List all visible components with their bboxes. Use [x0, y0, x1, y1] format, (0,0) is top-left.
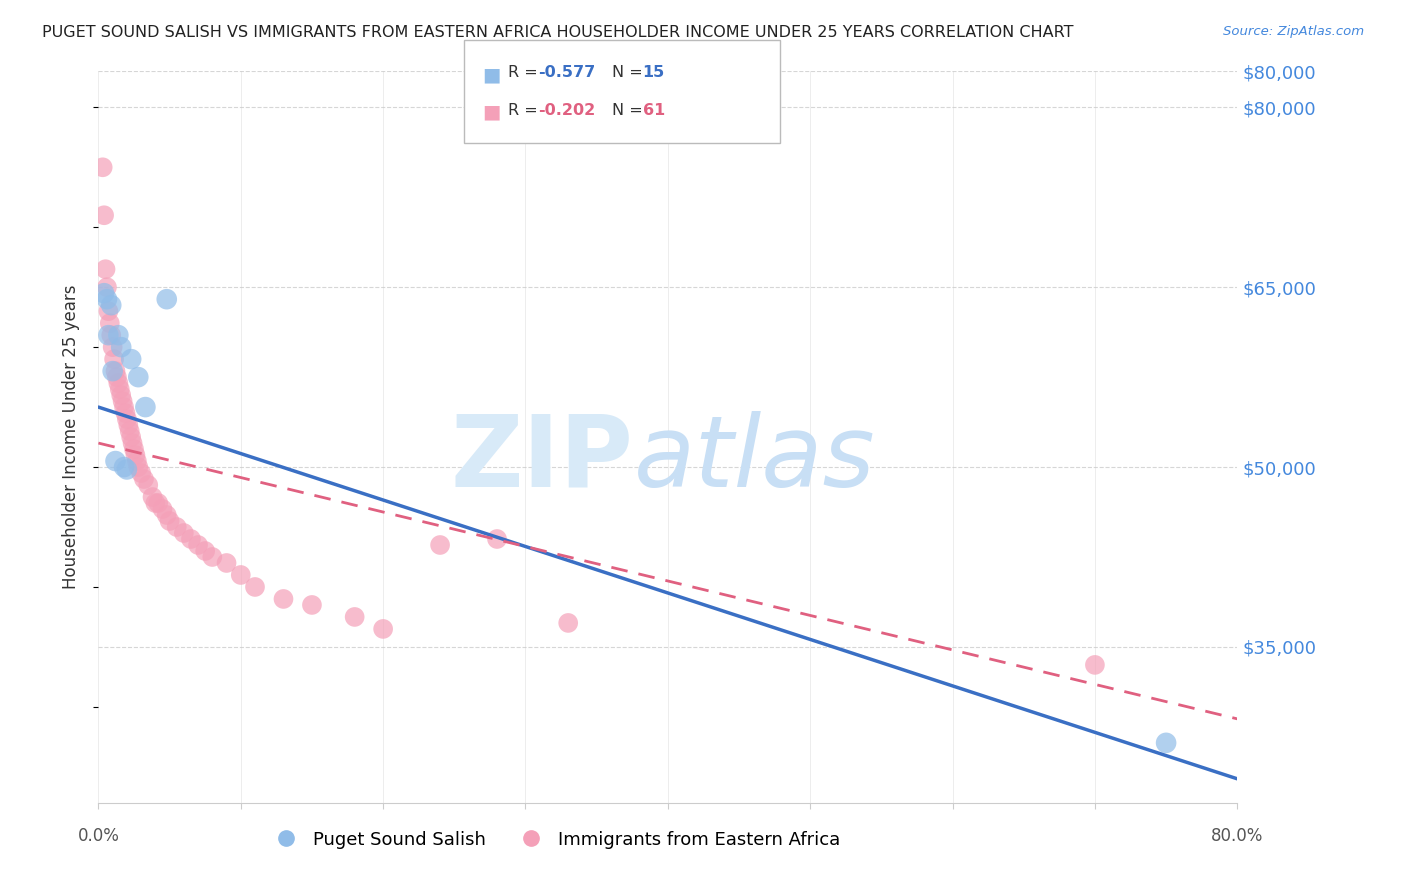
Text: -0.202: -0.202: [538, 103, 596, 118]
Point: [136, 478, 159, 492]
Point: [152, 502, 174, 516]
Point: [486, 532, 509, 546]
Point: [97, 328, 120, 343]
Text: R =: R =: [508, 103, 543, 118]
Text: 15: 15: [643, 65, 665, 80]
Point: [98, 316, 121, 330]
Text: PUGET SOUND SALISH VS IMMIGRANTS FROM EASTERN AFRICA HOUSEHOLDER INCOME UNDER 25: PUGET SOUND SALISH VS IMMIGRANTS FROM EA…: [42, 25, 1074, 40]
Point: [101, 340, 124, 354]
Point: [120, 352, 142, 367]
Point: [127, 370, 149, 384]
Point: [117, 418, 139, 433]
Text: 0.0%: 0.0%: [77, 827, 120, 845]
Point: [107, 376, 129, 391]
Text: N =: N =: [612, 65, 648, 80]
Point: [273, 591, 295, 606]
Point: [104, 364, 127, 378]
Point: [343, 610, 366, 624]
Point: [125, 454, 148, 468]
Point: [557, 615, 579, 630]
Point: [111, 394, 134, 409]
Point: [93, 208, 115, 222]
Text: Source: ZipAtlas.com: Source: ZipAtlas.com: [1223, 25, 1364, 38]
Text: 80.0%: 80.0%: [1211, 827, 1264, 845]
Point: [114, 406, 136, 420]
Point: [156, 292, 179, 306]
Point: [108, 382, 131, 396]
Point: [194, 544, 217, 558]
Point: [159, 514, 181, 528]
Text: -0.577: -0.577: [538, 65, 596, 80]
Text: R =: R =: [508, 65, 543, 80]
Point: [215, 556, 238, 570]
Point: [1154, 736, 1177, 750]
Text: 61: 61: [643, 103, 665, 118]
Point: [100, 298, 122, 312]
Point: [122, 442, 145, 456]
Point: [112, 400, 135, 414]
Point: [134, 400, 156, 414]
Point: [118, 424, 141, 438]
Point: [96, 280, 118, 294]
Point: [373, 622, 395, 636]
Point: [100, 328, 122, 343]
Legend: Puget Sound Salish, Immigrants from Eastern Africa: Puget Sound Salish, Immigrants from East…: [260, 823, 848, 856]
Y-axis label: Householder Income Under 25 years: Householder Income Under 25 years: [62, 285, 80, 590]
Point: [104, 454, 127, 468]
Point: [105, 370, 128, 384]
Point: [91, 161, 114, 175]
Point: [107, 328, 129, 343]
Point: [180, 532, 202, 546]
Point: [187, 538, 209, 552]
Text: ■: ■: [482, 65, 501, 84]
Point: [148, 496, 170, 510]
Point: [120, 430, 142, 444]
Point: [96, 292, 118, 306]
Point: [173, 526, 195, 541]
Point: [121, 436, 143, 450]
Point: [301, 598, 323, 612]
Point: [115, 412, 138, 426]
Point: [103, 352, 125, 367]
Point: [243, 580, 266, 594]
Point: [156, 508, 179, 522]
Point: [201, 549, 224, 564]
Point: [101, 364, 124, 378]
Point: [127, 460, 149, 475]
Text: atlas: atlas: [634, 410, 876, 508]
Point: [94, 262, 117, 277]
Point: [93, 286, 115, 301]
Point: [112, 460, 135, 475]
Point: [141, 490, 163, 504]
Point: [145, 496, 167, 510]
Point: [132, 472, 155, 486]
Point: [124, 448, 146, 462]
Point: [429, 538, 451, 552]
Point: [229, 568, 252, 582]
Text: ZIP: ZIP: [451, 410, 634, 508]
Point: [110, 340, 132, 354]
Text: N =: N =: [612, 103, 648, 118]
Point: [1084, 657, 1107, 672]
Text: ■: ■: [482, 103, 501, 121]
Point: [129, 466, 152, 480]
Point: [110, 388, 132, 402]
Point: [115, 462, 138, 476]
Point: [97, 304, 120, 318]
Point: [166, 520, 188, 534]
